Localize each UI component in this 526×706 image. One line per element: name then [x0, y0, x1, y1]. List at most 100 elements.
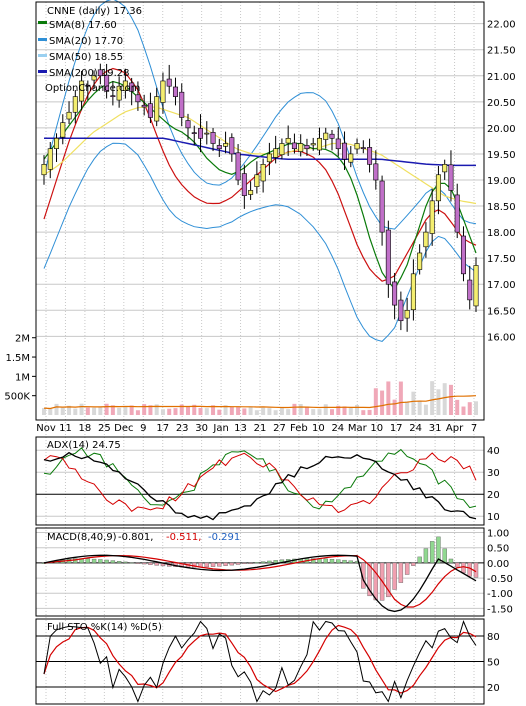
macd-histogram-bar [411, 562, 416, 566]
price-tick-label: 17.50 [487, 254, 516, 265]
macd-histogram-bar [154, 562, 159, 566]
x-tick-label: Apr [446, 423, 464, 434]
x-tick-label: Feb [290, 423, 308, 434]
x-tick-label: 10 [370, 423, 383, 434]
volume-bar [286, 409, 291, 415]
volume-bar [204, 408, 209, 415]
x-tick-label: Mar [348, 423, 368, 434]
x-tick-label: 23 [176, 423, 189, 434]
volume-bar [60, 407, 65, 415]
macd-histogram-bar [229, 562, 235, 566]
candle-body [147, 103, 153, 118]
macd-histogram-bar [104, 559, 109, 564]
macd-histogram-bar [129, 562, 134, 564]
volume-average-line [43, 395, 477, 410]
volume-bar [373, 388, 378, 415]
volume-bar [242, 408, 247, 415]
sma200-line [44, 137, 476, 167]
x-tick-label: 17 [156, 423, 169, 434]
volume-bar [123, 405, 128, 415]
candle-body [460, 235, 466, 275]
sto-tick-label: 80 [487, 632, 500, 643]
candle-body [129, 82, 135, 92]
candle-body [248, 190, 254, 195]
x-tick-label: 13 [234, 423, 247, 434]
volume-bar [135, 410, 140, 415]
macd-histogram-bar [223, 562, 228, 566]
candle-body [304, 145, 310, 150]
x-tick-label: 24 [331, 423, 344, 434]
candle-body [279, 143, 285, 156]
price-tick-label: 20.50 [487, 98, 516, 109]
volume-bar [173, 408, 178, 415]
candle-body [329, 133, 335, 139]
macd-histogram-bar [336, 559, 341, 564]
price-tick-label: 20.00 [487, 124, 516, 135]
candle-body [398, 299, 404, 322]
volume-bar [117, 407, 122, 415]
volume-bar [311, 409, 316, 415]
volume-bar [342, 406, 347, 415]
volume-bar [279, 407, 284, 415]
macd-histogram-bar [373, 562, 379, 601]
macd-histogram-bar [242, 562, 247, 564]
volume-bar [92, 407, 97, 415]
volume-bar [211, 405, 216, 415]
grid-layer [36, 2, 484, 704]
candle-body [241, 173, 247, 196]
candle-body [160, 80, 166, 103]
sma20-mid-line [43, 67, 477, 282]
volume-bar [461, 406, 466, 415]
candle-body [216, 145, 222, 150]
macd-line [43, 554, 477, 613]
frame-layer: 22.00 21.50 21.00 20.50 20.00 19.50 19.00 18.50… [4, 1, 516, 705]
candle-body [392, 281, 398, 306]
macd-panel-frame [35, 527, 485, 617]
macd-histogram-bar [85, 558, 91, 564]
candle-body [417, 252, 423, 270]
candle-body [91, 75, 97, 81]
candle-body [60, 122, 66, 138]
volume-bar [254, 410, 259, 415]
x-tick-label: 25 [98, 423, 111, 434]
volume-bar [273, 410, 278, 415]
macd-title: MACD(8,40,9) [47, 532, 117, 543]
candle-body [198, 128, 204, 139]
candle-body [348, 153, 354, 163]
volume-bar [198, 407, 203, 415]
candle-body [229, 137, 235, 155]
macd-histogram-bar [135, 562, 141, 564]
candle-body [379, 180, 385, 233]
volume-bar [54, 403, 59, 415]
sto-d-line [43, 624, 477, 694]
volume-tick-label: 1.5M [5, 353, 30, 364]
candle-body [97, 69, 103, 77]
candle-body [135, 94, 141, 103]
x-tick-label: 11 [59, 423, 72, 434]
candle-body [429, 200, 435, 234]
macd-histogram-bar [267, 560, 272, 564]
adx-tick-label: 10 [487, 512, 500, 523]
volume-bar [386, 381, 391, 415]
legend-swatch-sma20 [38, 38, 47, 41]
macd-histogram-bar [141, 562, 147, 565]
macd-histogram-bar [311, 558, 316, 564]
macd-histogram-bar [273, 560, 278, 564]
adx-tick-label: 20 [487, 490, 500, 501]
volume-bar [217, 409, 222, 415]
volume-bar [323, 404, 328, 415]
bollinger-lower [43, 142, 477, 342]
volume-bar [436, 389, 441, 415]
adx-title: ADX(14) 24.75 [47, 440, 121, 451]
macd-histogram-bar [323, 558, 328, 564]
volume-bar [448, 384, 453, 415]
candle-body [104, 74, 110, 92]
candle-body [66, 111, 72, 120]
candle-body [223, 143, 229, 147]
volume-bar [430, 381, 435, 415]
adx-tick-label: 40 [487, 446, 500, 457]
macd-histogram-bar [342, 559, 347, 564]
macd-histogram-bar [367, 562, 372, 597]
candle-body [54, 138, 60, 149]
